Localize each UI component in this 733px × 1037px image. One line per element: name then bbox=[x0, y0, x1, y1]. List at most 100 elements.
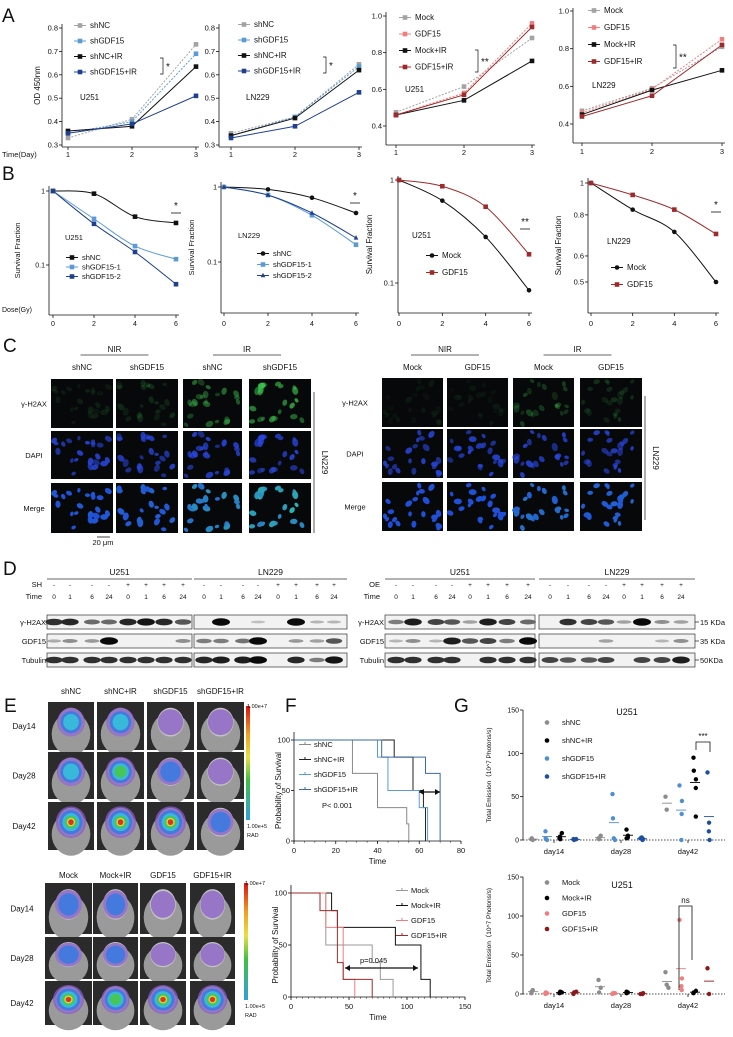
nucleus bbox=[387, 405, 395, 411]
lane-sign: - bbox=[395, 582, 397, 589]
x-tick-label: 50 bbox=[345, 1002, 353, 1011]
nucleus bbox=[492, 512, 498, 518]
nucleus bbox=[630, 446, 634, 451]
blot-band bbox=[249, 656, 267, 664]
data-point bbox=[132, 249, 138, 255]
legend-label: GDF15 bbox=[627, 280, 653, 289]
data-point bbox=[173, 256, 179, 262]
row-label: Day42 bbox=[10, 999, 34, 1008]
data-point bbox=[129, 123, 135, 129]
lane-sign: - bbox=[412, 582, 414, 589]
x-tick-label: 4 bbox=[672, 319, 676, 328]
nucleus bbox=[91, 413, 99, 419]
data-point bbox=[526, 287, 532, 293]
blot-band bbox=[45, 656, 63, 664]
blot-band bbox=[427, 656, 445, 664]
mouse-image bbox=[190, 883, 235, 941]
data-point bbox=[260, 272, 266, 278]
nucleus bbox=[153, 464, 160, 472]
mouse-image bbox=[147, 702, 194, 756]
nucleus bbox=[487, 447, 493, 455]
nucleus bbox=[562, 386, 568, 392]
nucleus bbox=[221, 439, 227, 447]
lane-sign: + bbox=[162, 582, 166, 589]
data-point bbox=[679, 798, 685, 804]
nucleus bbox=[191, 398, 198, 406]
x-tick-label: 3 bbox=[357, 150, 361, 159]
nucleus bbox=[70, 511, 74, 517]
molecular-weight-label: 50KDa bbox=[700, 656, 724, 665]
significance-mark: * bbox=[166, 62, 170, 73]
lane-time: 1 bbox=[411, 594, 415, 601]
lane-time: 0 bbox=[126, 594, 130, 601]
data-point bbox=[91, 221, 97, 227]
nucleus bbox=[91, 494, 96, 500]
nucleus bbox=[395, 520, 401, 527]
p-value-label: P< 0.001 bbox=[322, 801, 352, 810]
y-tick-label: 150 bbox=[507, 875, 519, 882]
nucleus bbox=[294, 398, 299, 403]
blot-band bbox=[250, 620, 266, 624]
lane-time: 24 bbox=[677, 594, 685, 601]
nucleus bbox=[513, 404, 520, 413]
nucleus bbox=[289, 507, 295, 514]
nucleus bbox=[188, 401, 197, 407]
nucleus bbox=[593, 430, 600, 436]
nucleus bbox=[197, 482, 205, 490]
nucleus bbox=[87, 457, 94, 466]
nucleus bbox=[204, 399, 208, 405]
nucleus bbox=[617, 468, 622, 473]
nucleus bbox=[564, 404, 570, 409]
data-point bbox=[677, 917, 682, 923]
data-point bbox=[591, 8, 597, 13]
data-point bbox=[649, 93, 655, 99]
blot-band bbox=[46, 639, 62, 643]
micrograph-background bbox=[51, 379, 113, 428]
row-label: Day28 bbox=[10, 954, 34, 963]
chart-A-U251-oe: 1.0 0.8 0.6 0.4 1 2 3 Mock GDF15 Mock+IR GDF15+IR U… bbox=[372, 12, 535, 157]
nucleus bbox=[221, 491, 227, 499]
nucleus bbox=[249, 405, 257, 412]
x-tick-label: 2 bbox=[631, 319, 635, 328]
colorbar-min-label: 1.00e+5 bbox=[245, 1004, 265, 1010]
condition-label: OE bbox=[369, 580, 380, 589]
data-point bbox=[356, 90, 362, 95]
nucleus bbox=[530, 379, 535, 383]
data-point bbox=[402, 15, 408, 20]
nucleus bbox=[587, 490, 594, 495]
nucleus bbox=[61, 389, 66, 396]
lane-time: 0 bbox=[622, 594, 626, 601]
survival-curve-shGDF15 bbox=[294, 739, 429, 841]
series-line-Mock bbox=[581, 46, 723, 112]
lane-time: 1 bbox=[68, 594, 72, 601]
nucleus bbox=[490, 493, 497, 499]
nucleus bbox=[408, 458, 412, 464]
blot-band bbox=[325, 638, 343, 644]
nucleus bbox=[416, 490, 420, 496]
mouse-image bbox=[48, 752, 94, 805]
nucleus bbox=[268, 520, 276, 528]
row-label: Merge bbox=[344, 503, 365, 512]
nucleus bbox=[536, 432, 541, 439]
nucleus bbox=[248, 524, 256, 529]
data-point bbox=[241, 22, 247, 27]
y-axis-label: OD 450nm bbox=[33, 66, 42, 105]
x-axis-label: Time bbox=[369, 1013, 387, 1022]
legend-label: shGDF15 bbox=[562, 754, 594, 763]
nucleus bbox=[606, 490, 613, 496]
nucleus bbox=[554, 403, 560, 410]
nucleus bbox=[411, 520, 417, 528]
nucleus bbox=[435, 418, 443, 425]
blot-band bbox=[519, 656, 537, 664]
mouse-image bbox=[197, 802, 244, 856]
micrograph-gh2ax bbox=[183, 378, 242, 428]
data-point bbox=[649, 87, 655, 93]
nucleus bbox=[204, 450, 208, 456]
nucleus bbox=[522, 496, 528, 501]
nucleus bbox=[492, 403, 501, 410]
data-point bbox=[483, 234, 488, 240]
nucleus bbox=[169, 463, 176, 470]
lane-sign: + bbox=[468, 582, 472, 589]
nucleus bbox=[104, 510, 111, 517]
significance-mark: ns bbox=[681, 896, 689, 905]
